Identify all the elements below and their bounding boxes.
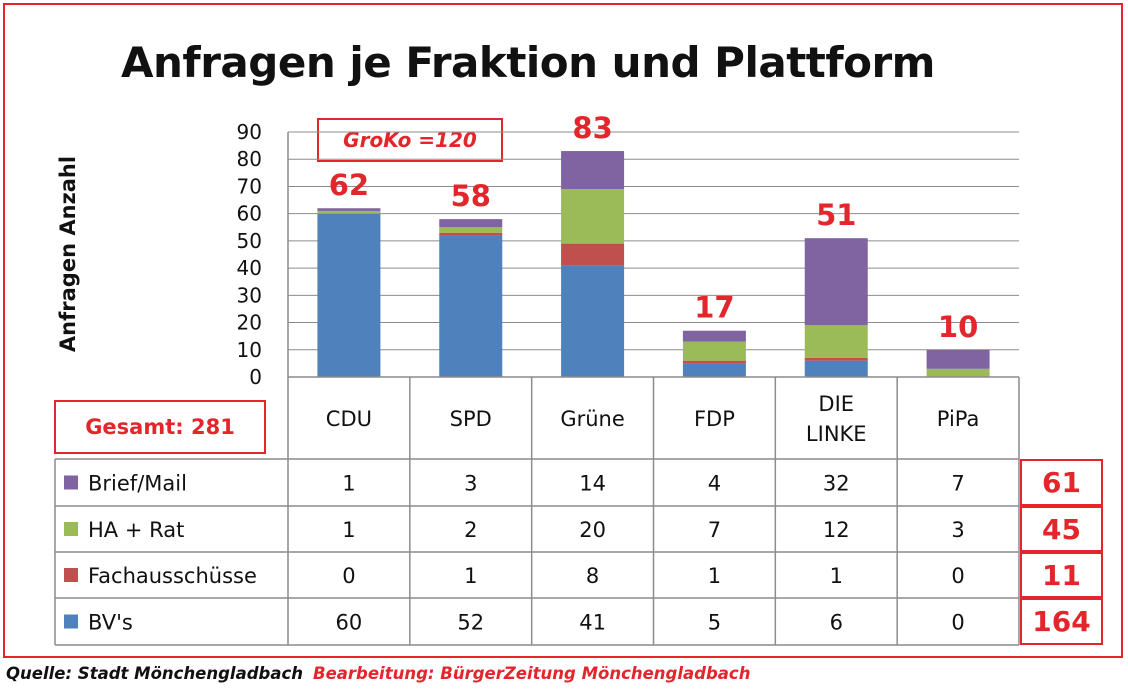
y-tick-label: 0 bbox=[249, 365, 262, 389]
bar-total-label: 83 bbox=[572, 111, 612, 145]
table-cell-value: 41 bbox=[579, 611, 606, 635]
source-text: Quelle: Stadt Mönchengladbach bbox=[6, 664, 304, 683]
bar-segment bbox=[682, 363, 746, 377]
bar-total-label: 62 bbox=[329, 168, 369, 202]
legend-swatch bbox=[64, 522, 78, 536]
table-cell-value: 0 bbox=[342, 564, 355, 588]
table-cell-value: 7 bbox=[951, 472, 964, 496]
bar-segment bbox=[561, 243, 625, 266]
series-total-box: 45 bbox=[1020, 506, 1103, 552]
category-label: DIE bbox=[818, 392, 854, 416]
table-cell-value: 1 bbox=[464, 564, 477, 588]
y-tick-label: 70 bbox=[237, 174, 262, 198]
series-name: HA + Rat bbox=[88, 518, 184, 542]
series-total-box: 61 bbox=[1020, 459, 1103, 506]
bar-segment bbox=[561, 265, 625, 377]
bar-segment bbox=[682, 330, 746, 342]
y-tick-label: 50 bbox=[237, 229, 262, 253]
footer: Quelle: Stadt Mönchengladbach Bearbeitung… bbox=[6, 664, 750, 683]
processing-text: Bearbeitung: BürgerZeitung Mönchengladba… bbox=[313, 664, 751, 683]
table-cell-value: 4 bbox=[708, 472, 721, 496]
series-name: BV's bbox=[88, 611, 133, 635]
legend-swatch bbox=[64, 475, 78, 490]
table-cell-value: 60 bbox=[336, 611, 363, 635]
category-label: PiPa bbox=[937, 407, 980, 431]
table-cell-value: 32 bbox=[823, 472, 850, 496]
table-cell-value: 8 bbox=[586, 564, 599, 588]
y-tick-label: 80 bbox=[237, 147, 262, 171]
bar-segment bbox=[804, 238, 868, 326]
bar-total-label: 58 bbox=[451, 179, 491, 213]
bar-total-label: 51 bbox=[816, 198, 856, 232]
bar-segment bbox=[439, 235, 503, 377]
bar-segment bbox=[439, 219, 503, 228]
y-tick-label: 10 bbox=[237, 338, 262, 362]
y-tick-label: 90 bbox=[237, 120, 262, 144]
table-cell-value: 52 bbox=[457, 611, 484, 635]
table-cell-value: 1 bbox=[830, 564, 843, 588]
category-label: LINKE bbox=[806, 422, 867, 446]
series-name: Fachausschüsse bbox=[88, 564, 257, 588]
category-label: CDU bbox=[326, 407, 372, 431]
bar-segment bbox=[804, 325, 868, 358]
chart-title: Anfragen je Fraktion und Plattform bbox=[121, 38, 935, 87]
y-tick-label: 60 bbox=[237, 202, 262, 226]
table-cell-value: 12 bbox=[823, 518, 850, 542]
y-tick-label: 20 bbox=[237, 311, 262, 335]
bar-segment bbox=[804, 357, 868, 361]
table-cell-value: 1 bbox=[342, 518, 355, 542]
bar-segment bbox=[561, 189, 625, 244]
y-tick-label: 40 bbox=[237, 256, 262, 280]
bar-segment bbox=[317, 208, 381, 211]
table-cell-value: 6 bbox=[830, 611, 843, 635]
chart-frame bbox=[3, 3, 1123, 658]
bar-segment bbox=[439, 232, 503, 236]
bar-segment bbox=[561, 151, 625, 190]
bar-segment bbox=[317, 213, 381, 377]
legend-swatch bbox=[64, 614, 78, 629]
category-label: FDP bbox=[694, 407, 735, 431]
category-label: Grüne bbox=[560, 407, 624, 431]
category-label: SPD bbox=[450, 407, 492, 431]
table-cell-value: 0 bbox=[951, 611, 964, 635]
series-total-box: 11 bbox=[1020, 552, 1103, 598]
table-cell-value: 1 bbox=[708, 564, 721, 588]
table-cell-value: 0 bbox=[951, 564, 964, 588]
table-cell-value: 2 bbox=[464, 518, 477, 542]
bar-segment bbox=[682, 341, 746, 361]
bar-segment bbox=[317, 210, 381, 214]
gesamt-annotation: Gesamt: 281 bbox=[54, 400, 266, 454]
table-cell-value: 1 bbox=[342, 472, 355, 496]
table-cell-value: 3 bbox=[464, 472, 477, 496]
bar-total-label: 17 bbox=[694, 291, 734, 325]
bar-segment bbox=[682, 360, 746, 364]
series-total-box: 164 bbox=[1020, 598, 1103, 645]
table-cell-value: 20 bbox=[579, 518, 606, 542]
bar-segment bbox=[804, 360, 868, 377]
bar-segment bbox=[926, 368, 990, 377]
bar-total-label: 10 bbox=[938, 310, 978, 344]
table-cell-value: 5 bbox=[708, 611, 721, 635]
bar-segment bbox=[926, 349, 990, 369]
series-name: Brief/Mail bbox=[88, 472, 187, 496]
bar-segment bbox=[439, 227, 503, 233]
table-cell-value: 3 bbox=[951, 518, 964, 542]
table-cell-value: 14 bbox=[579, 472, 606, 496]
y-tick-label: 30 bbox=[237, 283, 262, 307]
legend-swatch bbox=[64, 568, 78, 582]
table-cell-value: 7 bbox=[708, 518, 721, 542]
